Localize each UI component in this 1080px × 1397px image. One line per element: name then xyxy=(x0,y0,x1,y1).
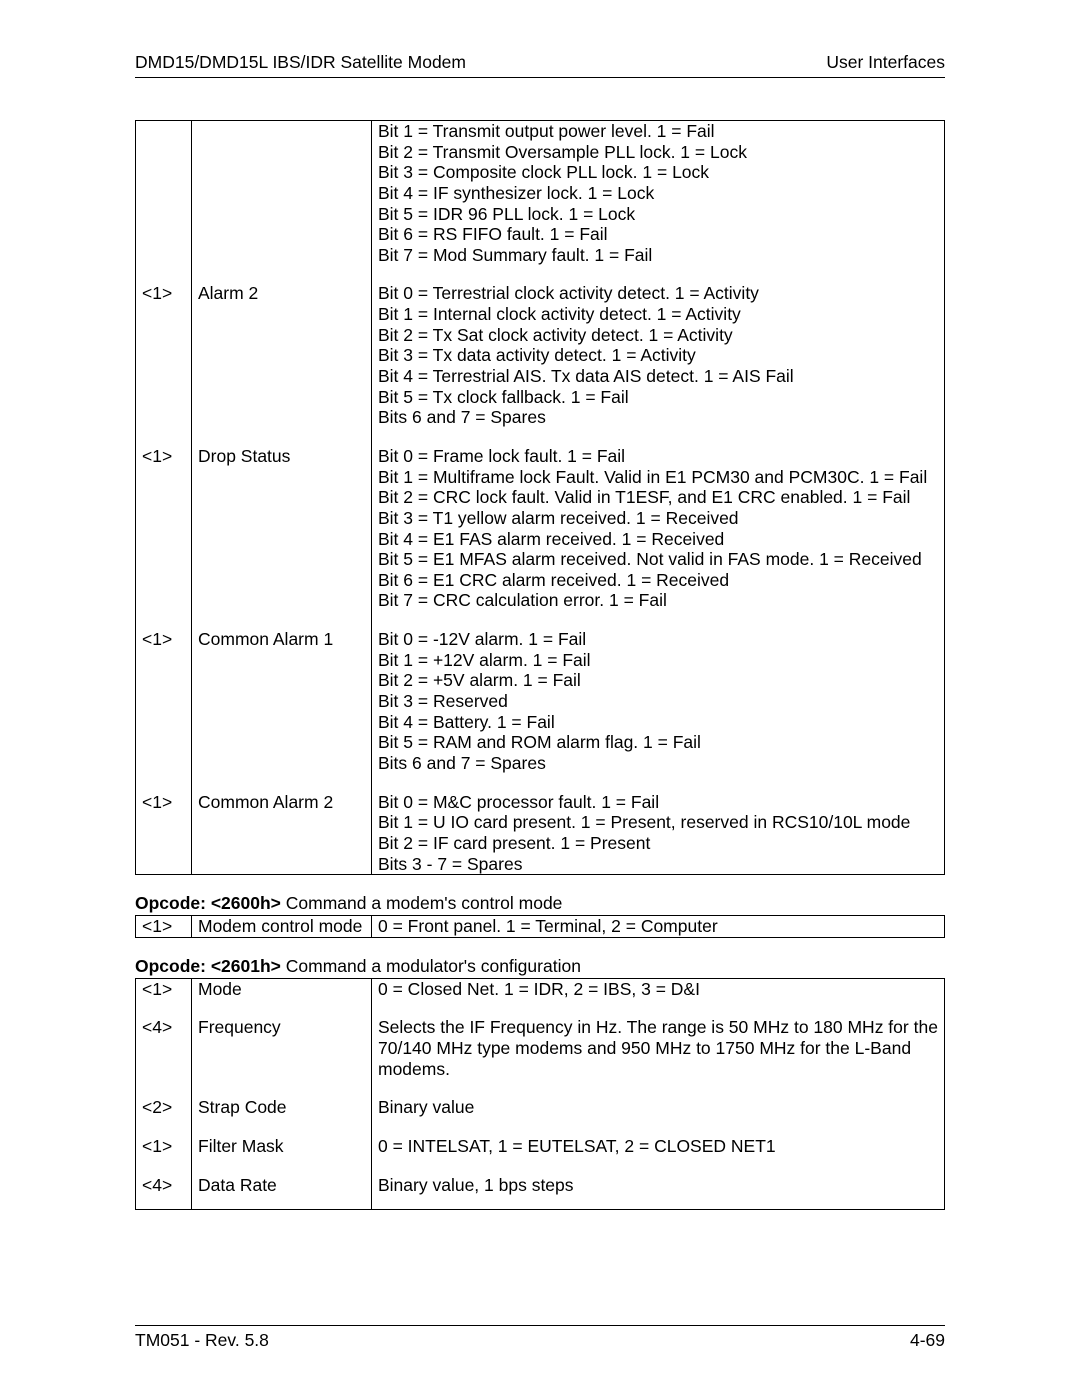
description-line: Bit 1 = Transmit output power level. 1 =… xyxy=(378,121,938,142)
row-field: Common Alarm 2 xyxy=(192,792,372,875)
row-field: Data Rate xyxy=(192,1175,372,1210)
opcode-2600-rest: Command a modem's control mode xyxy=(281,893,563,913)
table-row: <1>Modem control mode 0 = Front panel. 1 … xyxy=(136,916,945,938)
description-line: Bit 3 = T1 yellow alarm received. 1 = Re… xyxy=(378,508,938,529)
row-description: Bit 0 = Terrestrial clock activity detec… xyxy=(372,283,945,445)
row-description: Binary value xyxy=(372,1097,945,1136)
table-row: <1>Mode 0 = Closed Net. 1 = IDR, 2 = IBS,… xyxy=(136,978,945,1017)
footer-left: TM051 - Rev. 5.8 xyxy=(135,1330,269,1351)
row-field xyxy=(192,121,372,284)
row-description: 0 = Closed Net. 1 = IDR, 2 = IBS, 3 = D&… xyxy=(372,978,945,1017)
description-line: Bit 0 = -12V alarm. 1 = Fail xyxy=(378,629,938,650)
row-size: <4> xyxy=(136,1175,192,1210)
row-field: Mode xyxy=(192,978,372,1017)
row-description: Bit 1 = Transmit output power level. 1 =… xyxy=(372,121,945,284)
row-size: <4> xyxy=(136,1017,192,1097)
description-line: Selects the IF Frequency in Hz. The rang… xyxy=(378,1017,938,1079)
opcode-2601-heading: Opcode: <2601h> Command a modulator's co… xyxy=(135,956,945,977)
description-line: Bit 0 = Terrestrial clock activity detec… xyxy=(378,283,938,304)
description-line: Bits 6 and 7 = Spares xyxy=(378,753,938,774)
table-row: Bit 1 = Transmit output power level. 1 =… xyxy=(136,121,945,284)
row-description: Bit 0 = Frame lock fault. 1 = FailBit 1 … xyxy=(372,446,945,629)
table-row: <1>Drop StatusBit 0 = Frame lock fault. … xyxy=(136,446,945,629)
opcode-2600-table: <1>Modem control mode 0 = Front panel. 1 … xyxy=(135,915,945,938)
row-size: <1> xyxy=(136,1136,192,1175)
description-line: Bit 1 = Multiframe lock Fault. Valid in … xyxy=(378,467,938,488)
row-description: 0 = Front panel. 1 = Terminal, 2 = Compu… xyxy=(372,916,945,938)
description-line: Bit 1 = Internal clock activity detect. … xyxy=(378,304,938,325)
description-line: Bit 0 = M&C processor fault. 1 = Fail xyxy=(378,792,938,813)
description-line: Bit 6 = RS FIFO fault. 1 = Fail xyxy=(378,224,938,245)
description-line: Bit 4 = E1 FAS alarm received. 1 = Recei… xyxy=(378,529,938,550)
opcode-2600-heading: Opcode: <2600h> Command a modem's contro… xyxy=(135,893,945,914)
header-left: DMD15/DMD15L IBS/IDR Satellite Modem xyxy=(135,52,466,73)
row-description: Selects the IF Frequency in Hz. The rang… xyxy=(372,1017,945,1097)
description-line: Bit 2 = Transmit Oversample PLL lock. 1 … xyxy=(378,142,938,163)
description-line: Bit 1 = U IO card present. 1 = Present, … xyxy=(378,812,938,833)
row-field: Common Alarm 1 xyxy=(192,629,372,791)
row-size: <1> xyxy=(136,978,192,1017)
description-line: Bits 3 - 7 = Spares xyxy=(378,854,938,875)
description-line: Binary value xyxy=(378,1097,938,1118)
description-line: Bit 3 = Tx data activity detect. 1 = Act… xyxy=(378,345,938,366)
description-line: Bit 7 = CRC calculation error. 1 = Fail xyxy=(378,590,938,611)
description-line: Bit 6 = E1 CRC alarm received. 1 = Recei… xyxy=(378,570,938,591)
row-size: <1> xyxy=(136,629,192,791)
row-description: Binary value, 1 bps steps xyxy=(372,1175,945,1210)
description-line: Bit 4 = Battery. 1 = Fail xyxy=(378,712,938,733)
description-line: Bit 4 = Terrestrial AIS. Tx data AIS det… xyxy=(378,366,938,387)
description-line: Bit 1 = +12V alarm. 1 = Fail xyxy=(378,650,938,671)
row-size: <1> xyxy=(136,916,192,938)
row-size: <1> xyxy=(136,283,192,445)
table-row: <1>Common Alarm 2Bit 0 = M&C processor f… xyxy=(136,792,945,875)
opcode-2601-table: <1>Mode0 = Closed Net. 1 = IDR, 2 = IBS,… xyxy=(135,978,945,1210)
page-footer: TM051 - Rev. 5.8 4-69 xyxy=(135,1325,945,1351)
description-line: Bit 2 = CRC lock fault. Valid in T1ESF, … xyxy=(378,487,938,508)
description-line: Bit 3 = Reserved xyxy=(378,691,938,712)
description-line: Bit 2 = IF card present. 1 = Present xyxy=(378,833,938,854)
description-line: 0 = Front panel. 1 = Terminal, 2 = Compu… xyxy=(378,916,938,937)
description-line: Bit 5 = E1 MFAS alarm received. Not vali… xyxy=(378,549,938,570)
row-size: <1> xyxy=(136,446,192,629)
opcode-2600-bold: Opcode: <2600h> xyxy=(135,893,281,913)
row-field: Strap Code xyxy=(192,1097,372,1136)
table-row: <1>Filter Mask 0 = INTELSAT, 1 = EUTELSAT… xyxy=(136,1136,945,1175)
description-line: Bit 5 = IDR 96 PLL lock. 1 = Lock xyxy=(378,204,938,225)
opcode-2601-bold: Opcode: <2601h> xyxy=(135,956,281,976)
row-field: Modem control mode xyxy=(192,916,372,938)
row-size xyxy=(136,121,192,284)
row-size: <1> xyxy=(136,792,192,875)
row-description: 0 = INTELSAT, 1 = EUTELSAT, 2 = CLOSED N… xyxy=(372,1136,945,1175)
row-size: <2> xyxy=(136,1097,192,1136)
row-description: Bit 0 = -12V alarm. 1 = FailBit 1 = +12V… xyxy=(372,629,945,791)
page-header: DMD15/DMD15L IBS/IDR Satellite Modem Use… xyxy=(135,52,945,78)
footer-right: 4-69 xyxy=(910,1330,945,1351)
row-field: Alarm 2 xyxy=(192,283,372,445)
table-row: <4>FrequencySelects the IF Frequency in … xyxy=(136,1017,945,1097)
status-bits-table: Bit 1 = Transmit output power level. 1 =… xyxy=(135,120,945,875)
description-line: Bit 4 = IF synthesizer lock. 1 = Lock xyxy=(378,183,938,204)
table-row: <4>Data Rate Binary value, 1 bps steps xyxy=(136,1175,945,1210)
description-line: Bit 7 = Mod Summary fault. 1 = Fail xyxy=(378,245,938,266)
row-field: Frequency xyxy=(192,1017,372,1097)
description-line: Bit 2 = Tx Sat clock activity detect. 1 … xyxy=(378,325,938,346)
description-line: Bit 2 = +5V alarm. 1 = Fail xyxy=(378,670,938,691)
table-row: <2>Strap Code Binary value xyxy=(136,1097,945,1136)
description-line: Bit 0 = Frame lock fault. 1 = Fail xyxy=(378,446,938,467)
description-line: 0 = INTELSAT, 1 = EUTELSAT, 2 = CLOSED N… xyxy=(378,1136,938,1157)
opcode-2601-rest: Command a modulator's configuration xyxy=(281,956,581,976)
row-field: Filter Mask xyxy=(192,1136,372,1175)
description-line: Bit 5 = RAM and ROM alarm flag. 1 = Fail xyxy=(378,732,938,753)
description-line: Bits 6 and 7 = Spares xyxy=(378,407,938,428)
row-description: Bit 0 = M&C processor fault. 1 = FailBit… xyxy=(372,792,945,875)
row-field: Drop Status xyxy=(192,446,372,629)
header-right: User Interfaces xyxy=(826,52,945,73)
description-line: Bit 5 = Tx clock fallback. 1 = Fail xyxy=(378,387,938,408)
table-row: <1>Alarm 2 Bit 0 = Terrestrial clock acti… xyxy=(136,283,945,445)
description-line: Binary value, 1 bps steps xyxy=(378,1175,938,1196)
description-line: Bit 3 = Composite clock PLL lock. 1 = Lo… xyxy=(378,162,938,183)
description-line: 0 = Closed Net. 1 = IDR, 2 = IBS, 3 = D&… xyxy=(378,979,938,1000)
table-row: <1>Common Alarm 1Bit 0 = -12V alarm. 1 =… xyxy=(136,629,945,791)
